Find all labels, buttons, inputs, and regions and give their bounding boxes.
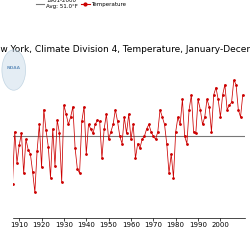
Legend: 1901-2000
Avg: 51.0°F, Temperature: 1901-2000 Avg: 51.0°F, Temperature [34, 0, 128, 11]
Title: New York, Climate Division 4, Temperature, January-December: New York, Climate Division 4, Temperatur… [0, 45, 250, 54]
Ellipse shape [2, 50, 26, 90]
Text: NOAA: NOAA [7, 66, 21, 70]
